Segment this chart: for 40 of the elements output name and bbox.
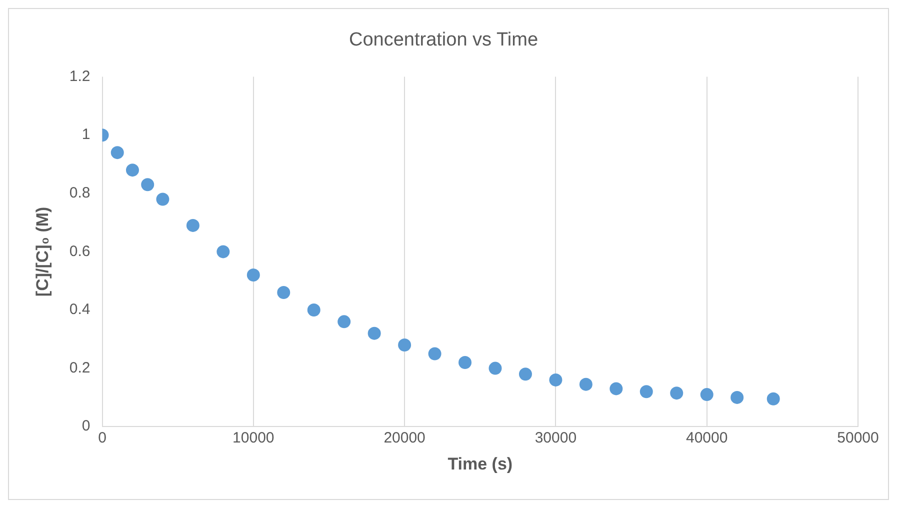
point	[246, 268, 260, 282]
y-tick-label: 0	[82, 418, 90, 435]
y-tick-label: 0.6	[69, 242, 90, 260]
x-axis-title: Time (s)	[448, 454, 513, 474]
point	[141, 178, 154, 192]
point	[368, 326, 381, 340]
chart-title: Concentration vs Time	[348, 30, 538, 51]
point	[216, 245, 230, 258]
point	[610, 382, 623, 396]
x-tick-label: 30000	[534, 430, 577, 447]
point	[730, 390, 744, 404]
y-tick-label: 1.2	[69, 68, 90, 85]
point	[126, 164, 139, 177]
point	[766, 392, 780, 406]
point	[640, 385, 653, 398]
x-tick-label: 10000	[232, 430, 274, 447]
point	[156, 192, 170, 206]
point	[110, 146, 124, 160]
point	[670, 386, 684, 400]
point	[277, 286, 290, 300]
point	[518, 368, 532, 381]
point	[307, 304, 320, 316]
point	[186, 218, 200, 232]
point	[458, 356, 472, 369]
y-tick-label: 0.8	[69, 184, 90, 202]
point	[398, 338, 412, 352]
point	[700, 388, 714, 402]
x-tick-label: 0	[98, 430, 106, 447]
point	[338, 315, 351, 328]
point	[579, 378, 592, 391]
x-tick-label: 40000	[686, 430, 728, 447]
y-axis-title: [C]/[C]₀ (M)	[32, 206, 52, 297]
point	[488, 362, 502, 375]
x-tick-label: 50000	[837, 430, 879, 447]
y-tick-label: 0.2	[69, 359, 90, 376]
x-tick-label: 20000	[384, 430, 426, 447]
point	[549, 373, 562, 386]
y-tick-label: 0.4	[69, 301, 90, 318]
point	[428, 347, 442, 360]
y-tick-label: 1	[82, 126, 90, 144]
